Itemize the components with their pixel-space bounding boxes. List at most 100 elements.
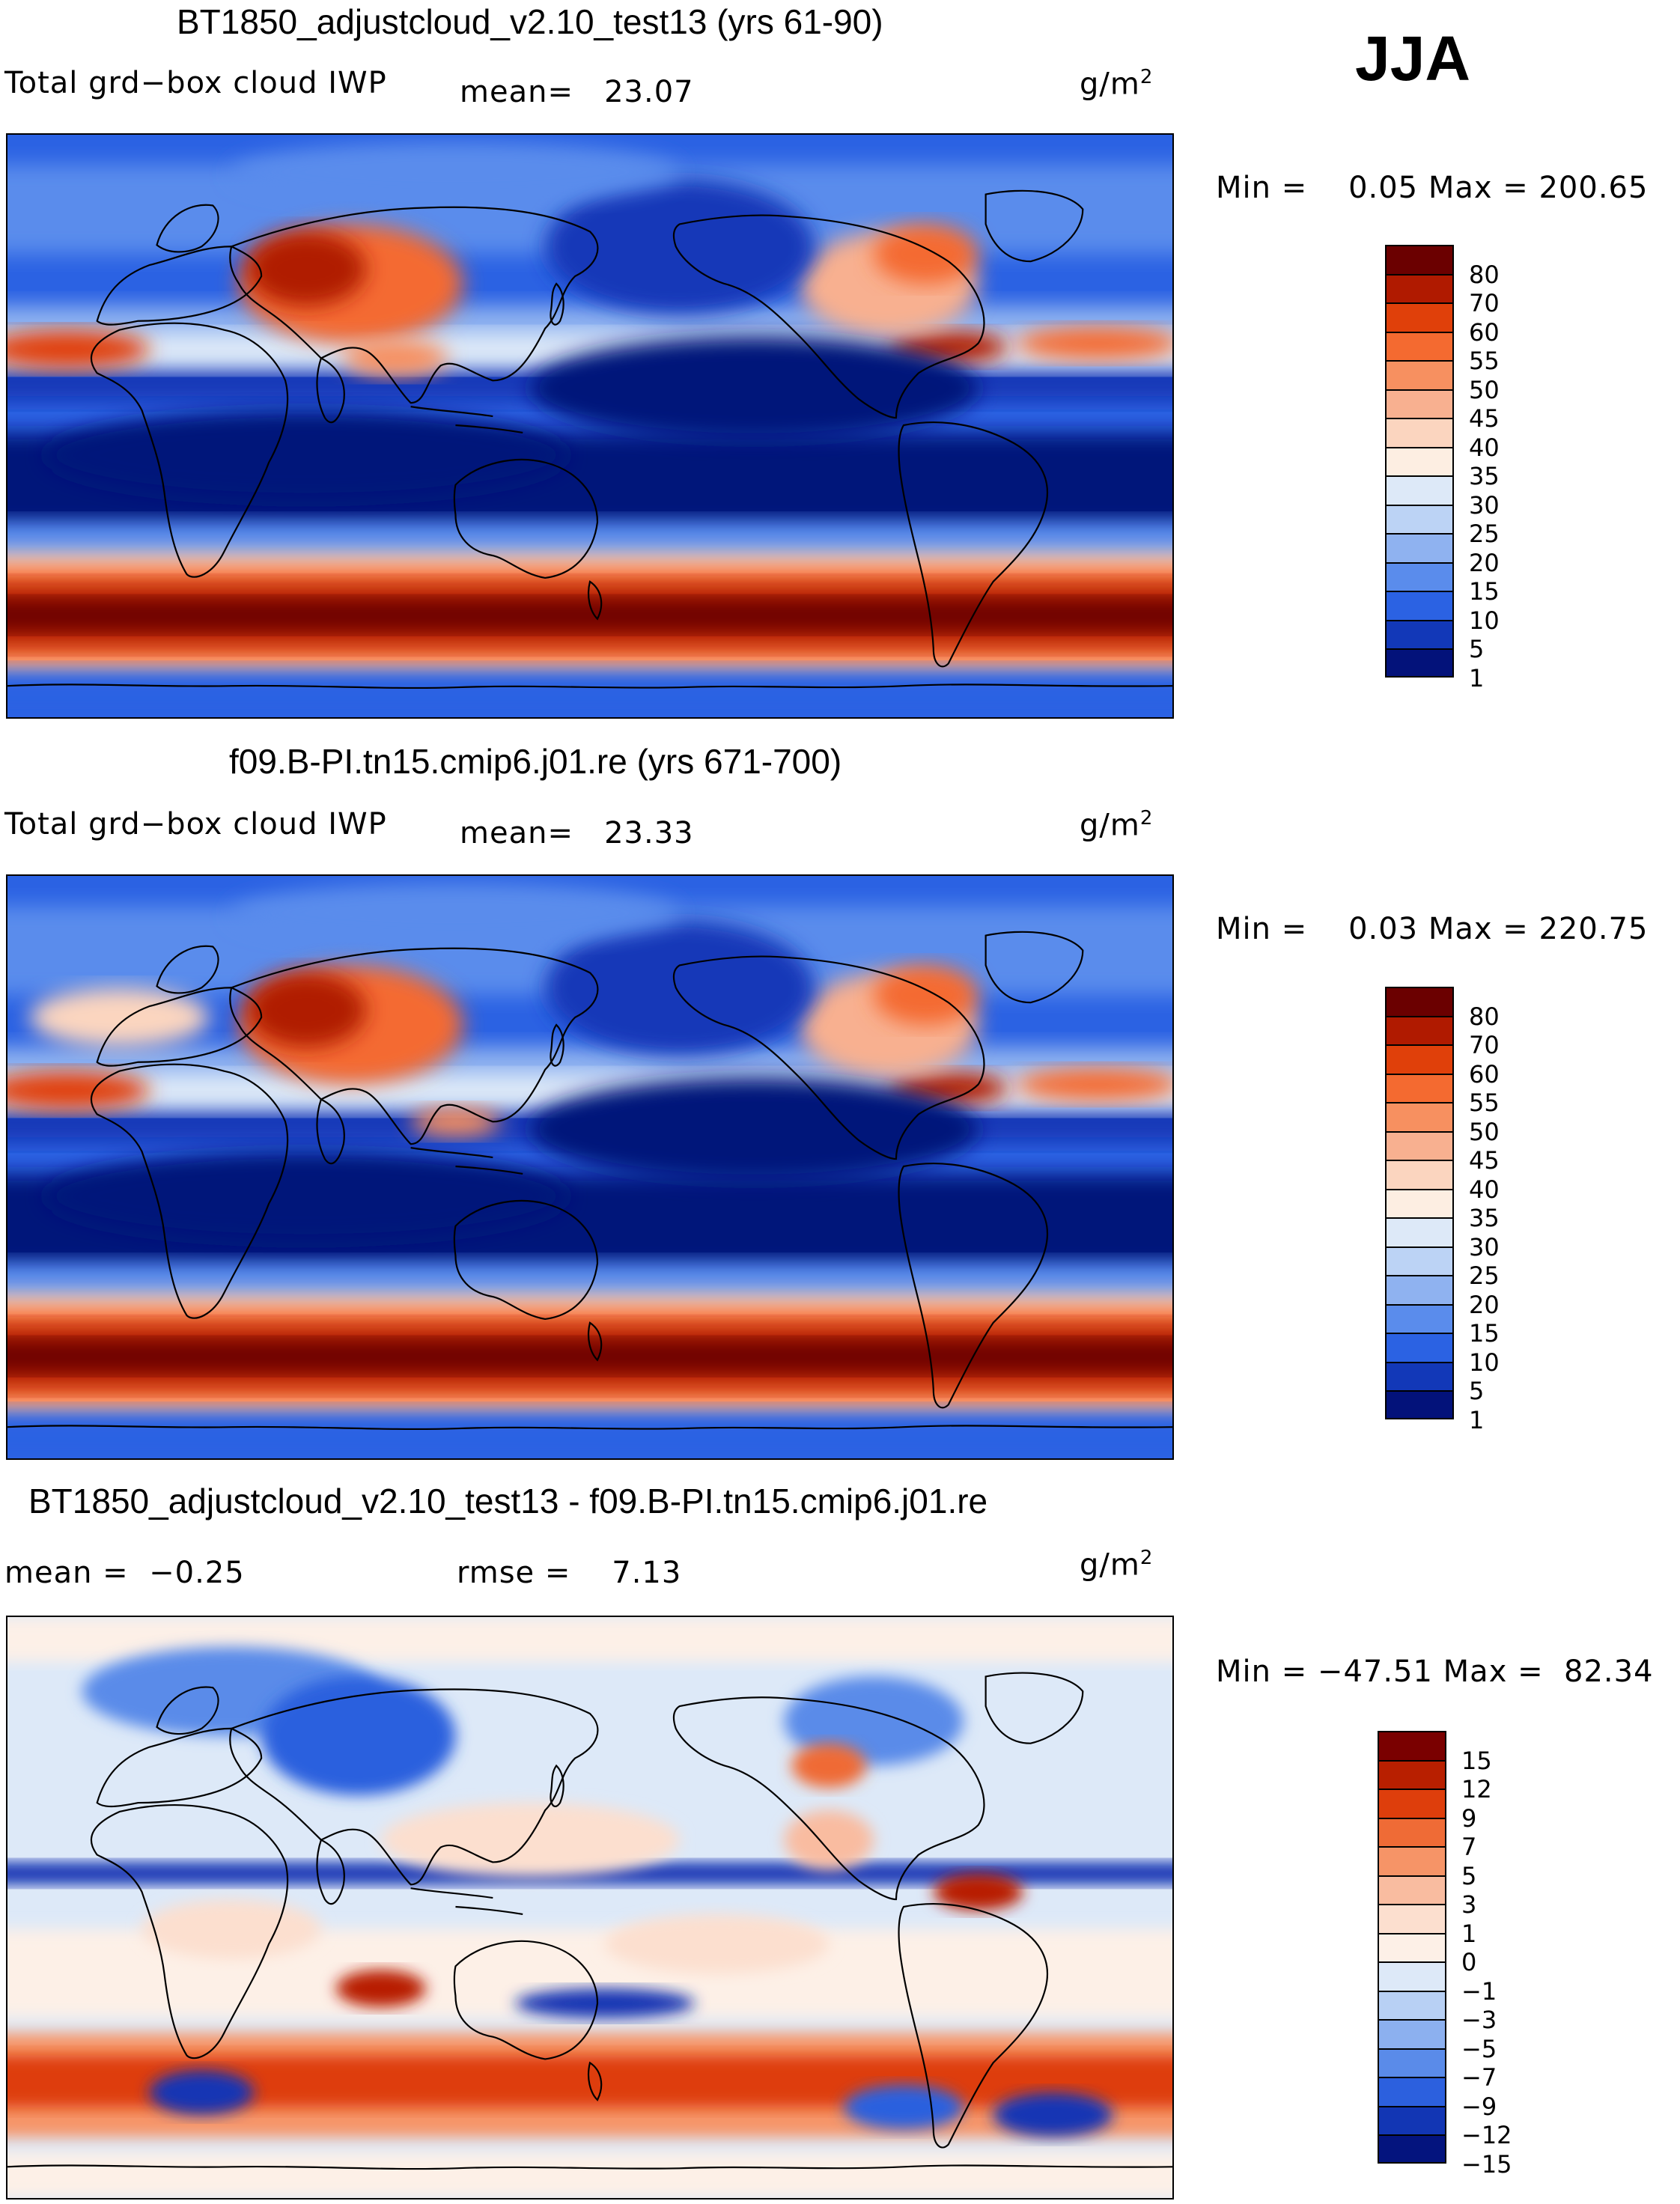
colorbar-tick-label: 50 xyxy=(1469,375,1500,404)
colorbar-tick-label: 55 xyxy=(1469,347,1500,375)
panel2-map xyxy=(6,874,1174,1460)
colorbar-tick-label: 30 xyxy=(1469,1232,1500,1261)
panel1-mean: mean= 23.07 xyxy=(460,75,694,109)
colorbar-swatch xyxy=(1378,1846,1446,1875)
colorbar-swatch xyxy=(1378,2077,1446,2106)
colorbar-swatch xyxy=(1385,1303,1454,1333)
colorbar-tick-label: 20 xyxy=(1469,1290,1500,1319)
colorbar-tick-label: 45 xyxy=(1469,1146,1500,1175)
colorbar-swatch xyxy=(1385,619,1454,648)
panel1-map xyxy=(6,133,1174,719)
colorbar-tick-label: 35 xyxy=(1469,1204,1500,1232)
panel2-minmax: Min = 0.03 Max = 220.75 xyxy=(1216,912,1649,946)
colorbar-tick-label: 20 xyxy=(1469,548,1500,577)
colorbar-tick-label: −12 xyxy=(1461,2121,1512,2149)
colorbar-tick-label: 12 xyxy=(1461,1775,1492,1803)
colorbar-tick-label: 5 xyxy=(1469,1377,1485,1405)
colorbar-swatch xyxy=(1378,2105,1446,2134)
colorbar-swatch xyxy=(1385,1073,1454,1102)
colorbar-swatch xyxy=(1385,389,1454,418)
colorbar-swatch xyxy=(1385,591,1454,620)
colorbar-swatch xyxy=(1385,1333,1454,1362)
colorbar-tick-label: 70 xyxy=(1469,289,1500,317)
colorbar-tick-label: 25 xyxy=(1469,1261,1500,1290)
colorbar-tick-label: 5 xyxy=(1469,635,1485,663)
colorbar-tick-label: 1 xyxy=(1469,663,1485,692)
season-label: JJA xyxy=(1355,23,1471,94)
colorbar-swatch xyxy=(1385,987,1454,1016)
colorbar-swatch xyxy=(1385,273,1454,302)
colorbar-tick-label: 15 xyxy=(1461,1746,1492,1775)
colorbar-swatch xyxy=(1385,1390,1454,1419)
colorbar-tick-label: 40 xyxy=(1469,433,1500,462)
colorbar-tick-label: 30 xyxy=(1469,490,1500,520)
colorbar-tick-label: 7 xyxy=(1461,1833,1477,1861)
colorbar-tick-label: 10 xyxy=(1469,1348,1500,1377)
colorbar-tick-label: 15 xyxy=(1469,1319,1500,1348)
colorbar-tick-label: 10 xyxy=(1469,606,1500,635)
colorbar-tick-label: 40 xyxy=(1469,1175,1500,1204)
colorbar-tick-label: 3 xyxy=(1461,1890,1477,1919)
colorbar-tick-label: 80 xyxy=(1469,260,1500,289)
colorbar-tick-label: 70 xyxy=(1469,1031,1500,1059)
colorbar-tick-label: 60 xyxy=(1469,1059,1500,1089)
colorbar-swatch xyxy=(1385,1217,1454,1246)
panel2-title: f09.B-PI.tn15.cmip6.j01.re (yrs 671-700) xyxy=(229,742,842,781)
colorbar-swatch xyxy=(1385,1160,1454,1189)
colorbar-tick-label: −15 xyxy=(1461,2149,1512,2179)
colorbar-swatch xyxy=(1385,245,1454,274)
colorbar-swatch xyxy=(1385,648,1454,678)
colorbar-tick-label: 45 xyxy=(1469,404,1500,433)
colorbar-swatch xyxy=(1385,504,1454,533)
colorbar-swatch xyxy=(1378,2019,1446,2048)
colorbar-swatch xyxy=(1385,1188,1454,1217)
panel3-map xyxy=(6,1616,1174,2200)
colorbar-swatch xyxy=(1385,1130,1454,1160)
colorbar-tick-label: 50 xyxy=(1469,1117,1500,1146)
panel3-rmse: rmse = 7.13 xyxy=(457,1556,682,1590)
colorbar-tick-label: 25 xyxy=(1469,520,1500,548)
colorbar-tick-label: 1 xyxy=(1469,1405,1485,1434)
panel3-title: BT1850_adjustcloud_v2.10_test13 - f09.B-… xyxy=(28,1482,988,1520)
colorbar-swatch xyxy=(1378,1932,1446,1961)
panel3-mean: mean = −0.25 xyxy=(4,1556,245,1590)
panel1-title: BT1850_adjustcloud_v2.10_test13 (yrs 61-… xyxy=(177,2,883,41)
colorbar-swatch xyxy=(1385,302,1454,332)
colorbar-swatch xyxy=(1378,1789,1446,1818)
colorbar-swatch xyxy=(1385,475,1454,505)
panel1-units: g/m2 xyxy=(1080,66,1154,102)
panel3-minmax: Min = −47.51 Max = 82.34 xyxy=(1216,1654,1654,1689)
colorbar-tick-label: −5 xyxy=(1461,2034,1497,2063)
colorbar-swatch xyxy=(1378,1875,1446,1904)
colorbar-tick-label: 1 xyxy=(1461,1919,1477,1948)
colorbar-swatch xyxy=(1385,1246,1454,1275)
colorbar-tick-label: 5 xyxy=(1461,1861,1477,1890)
colorbar-tick-label: −7 xyxy=(1461,2063,1497,2092)
colorbar-swatch xyxy=(1385,561,1454,591)
colorbar-tick-label: 55 xyxy=(1469,1089,1500,1117)
colorbar-tick-label: 9 xyxy=(1461,1803,1477,1833)
colorbar-swatch xyxy=(1378,1990,1446,2019)
colorbar-swatch xyxy=(1385,1015,1454,1044)
colorbar-tick-label: 80 xyxy=(1469,1002,1500,1031)
colorbar-swatch xyxy=(1385,533,1454,562)
colorbar-swatch xyxy=(1385,331,1454,360)
colorbar-swatch xyxy=(1378,1817,1446,1846)
panel2-mean: mean= 23.33 xyxy=(460,816,694,850)
colorbar-swatch xyxy=(1378,1759,1446,1789)
colorbar-swatch xyxy=(1385,1102,1454,1131)
colorbar-tick-label: 60 xyxy=(1469,317,1500,347)
colorbar-swatch xyxy=(1378,2048,1446,2077)
colorbar-swatch xyxy=(1378,2134,1446,2164)
colorbar-swatch xyxy=(1385,418,1454,447)
colorbar-swatch xyxy=(1378,1904,1446,1933)
colorbar-tick-label: −3 xyxy=(1461,2006,1497,2034)
panel1-minmax: Min = 0.05 Max = 200.65 xyxy=(1216,171,1649,205)
panel2-units: g/m2 xyxy=(1080,807,1154,843)
colorbar-swatch xyxy=(1385,1275,1454,1304)
panel2-variable: Total grd−box cloud IWP xyxy=(4,807,387,841)
colorbar-swatch xyxy=(1385,1044,1454,1074)
colorbar-tick-label: −9 xyxy=(1461,2092,1497,2121)
colorbar-swatch xyxy=(1385,360,1454,389)
colorbar-tick-label: −1 xyxy=(1461,1976,1497,2006)
